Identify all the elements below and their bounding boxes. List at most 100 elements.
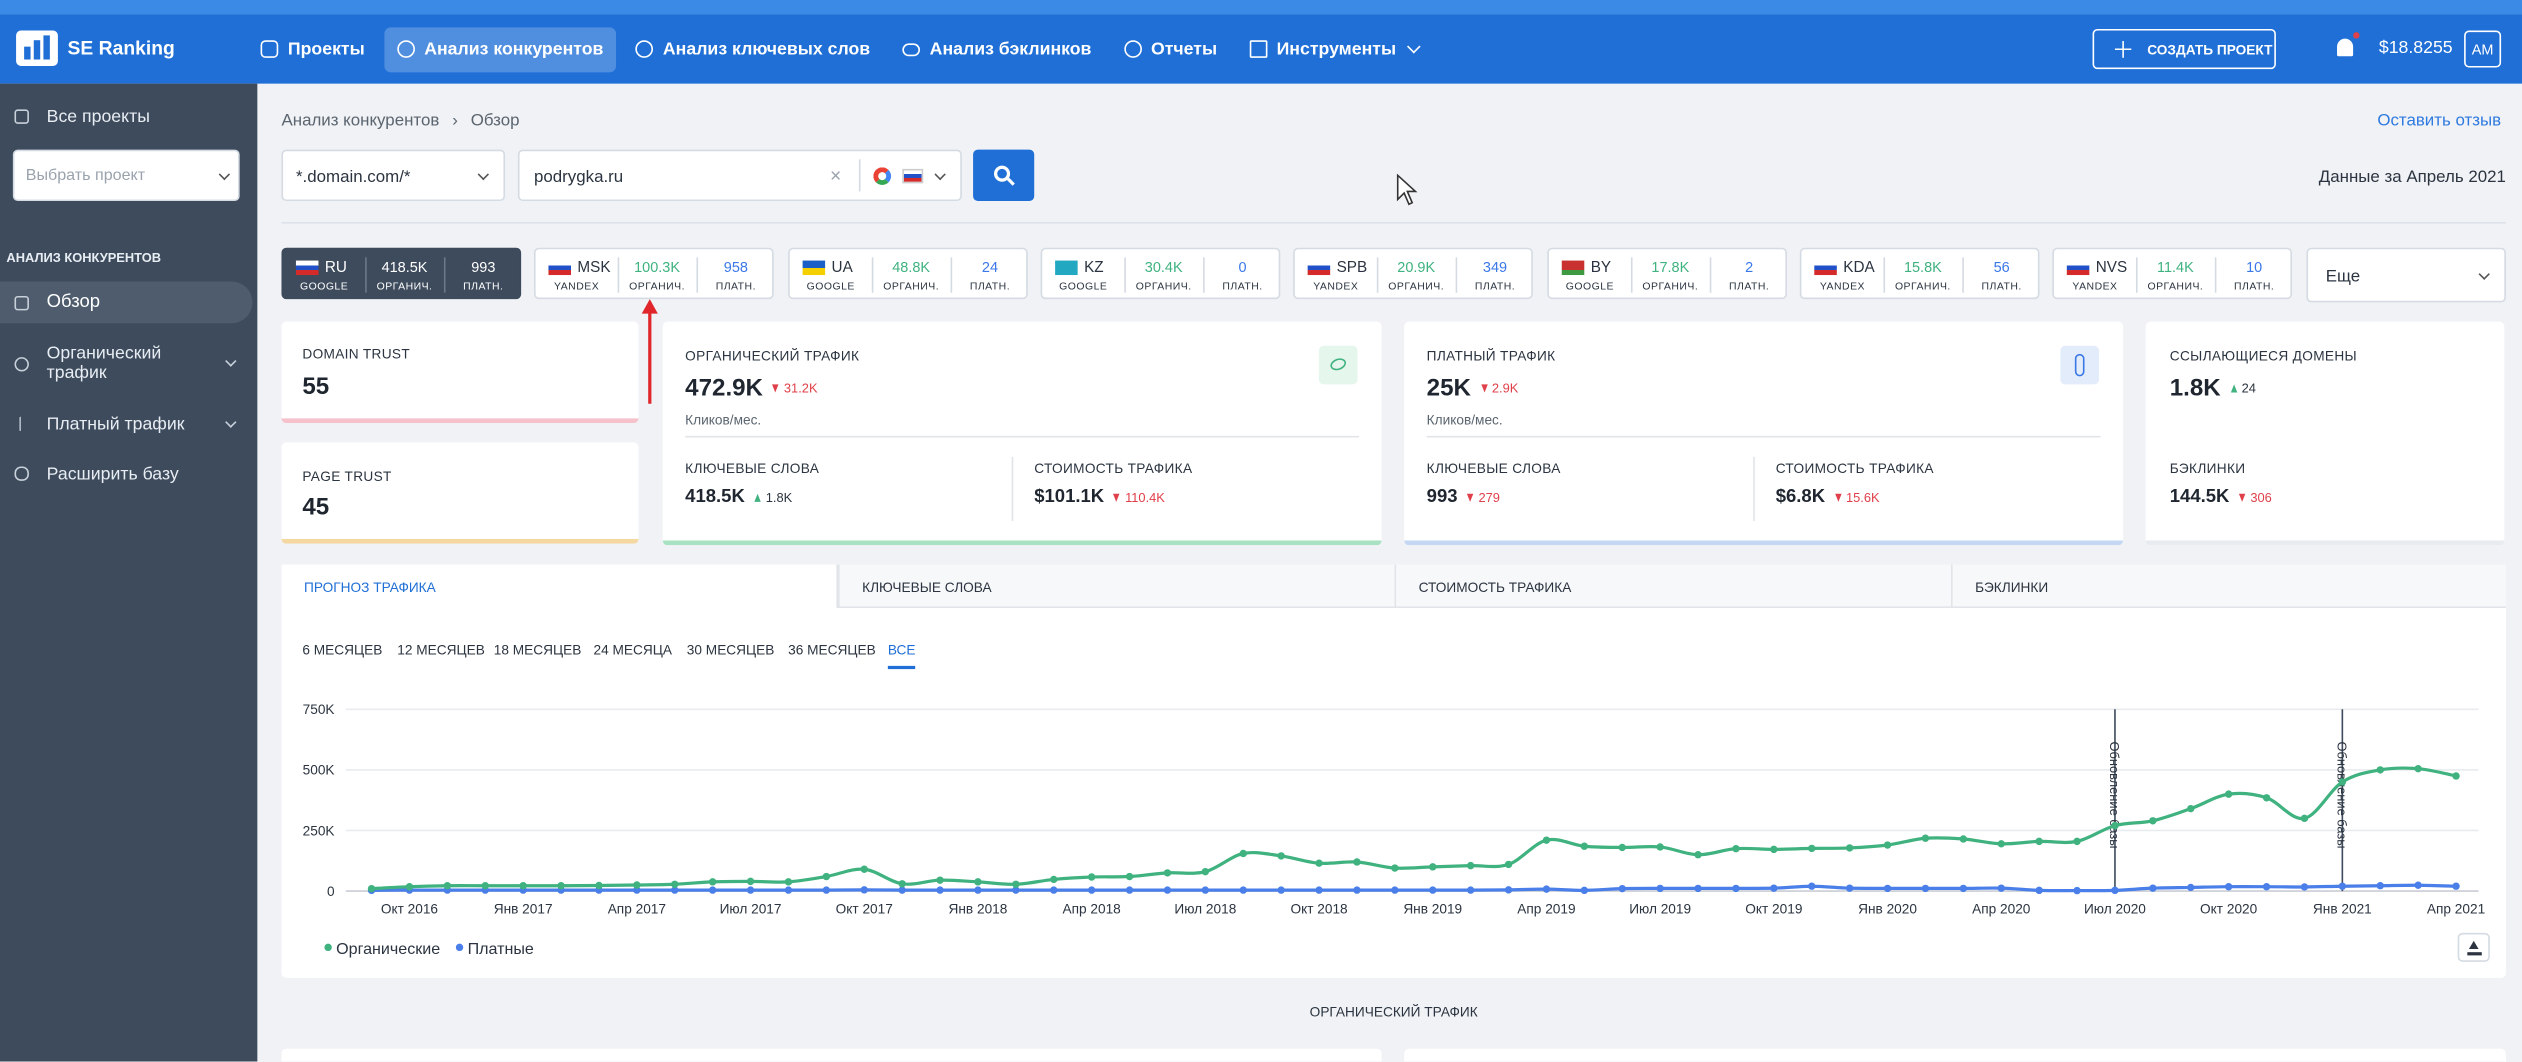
- domain-input[interactable]: podrygka.ru ×: [517, 149, 962, 202]
- crumb[interactable]: Анализ конкурентов: [281, 110, 440, 131]
- notification-dot: [2353, 32, 2360, 39]
- project-select[interactable]: Выбрать проект: [12, 149, 240, 202]
- y-tick-label: 250K: [303, 823, 335, 838]
- nav-label: Инструменты: [1276, 39, 1397, 59]
- divider: [2214, 257, 2217, 293]
- period[interactable]: 18 МЕСЯЦЕВ: [493, 641, 582, 658]
- data-point: [1883, 841, 1892, 849]
- data-point: [1542, 836, 1551, 844]
- region-tab[interactable]: UA GOOGLE 48.8K ОРГАНИЧ. 24 ПЛАТН.: [788, 247, 1028, 300]
- balance[interactable]: $18.8255: [2378, 38, 2453, 58]
- feedback-link[interactable]: Оставить отзыв: [2377, 110, 2502, 131]
- data-point: [898, 880, 906, 888]
- data-point: [1353, 858, 1361, 866]
- data-point: [1353, 886, 1361, 894]
- domain-mode-select[interactable]: *.domain.com/*: [281, 149, 506, 202]
- data-point: [1504, 886, 1513, 894]
- sidebar-item[interactable]: Платный трафик: [46, 414, 185, 435]
- nav-item[interactable]: Проекты: [248, 27, 378, 72]
- divider: [871, 257, 874, 293]
- chart-panel: [281, 564, 2506, 978]
- nav-item[interactable]: Инструменты: [1236, 27, 1431, 72]
- x-tick-label: Окт 2016: [381, 902, 438, 917]
- region-tab[interactable]: KZ GOOGLE 30.4K ОРГАНИЧ. 0 ПЛАТН.: [1040, 247, 1281, 300]
- nav-item[interactable]: Анализ ключевых слов: [623, 27, 883, 72]
- sidebar-item[interactable]: Расширить базу: [46, 464, 179, 485]
- data-point: [1808, 882, 1816, 890]
- cursor: [1396, 173, 1418, 206]
- paid-count: 2: [1745, 258, 1754, 276]
- card-label: БЭКЛИНКИ: [2169, 460, 2246, 477]
- tab[interactable]: ПРОГНОЗ ТРАФИКА: [281, 564, 838, 608]
- divider: [443, 257, 446, 293]
- data-point: [557, 882, 565, 890]
- data-point: [936, 876, 944, 884]
- data-point: [974, 878, 982, 886]
- period[interactable]: 30 МЕСЯЦЕВ: [686, 641, 775, 658]
- region-tab[interactable]: NVS YANDEX 11.4K ОРГАНИЧ. 10 ПЛАТН.: [2052, 247, 2292, 300]
- referring-domains-card: ССЫЛАЮЩИЕСЯ ДОМЕНЫ 1.8K 24 БЭКЛИНКИ 144.5…: [2145, 321, 2505, 546]
- nav-item[interactable]: Анализ бэклинков: [889, 27, 1104, 72]
- search-button[interactable]: [973, 149, 1035, 202]
- paid-count: 24: [981, 258, 999, 276]
- export-button[interactable]: [2457, 932, 2490, 962]
- data-point: [367, 884, 376, 893]
- sidebar-item[interactable]: Обзор: [46, 292, 101, 313]
- icon: [14, 109, 29, 124]
- region-tab[interactable]: RU GOOGLE 418.5K ОРГАНИЧ. 993 ПЛАТН.: [281, 247, 522, 300]
- x-tick-label: Апр 2018: [1063, 902, 1121, 917]
- icon: [14, 466, 29, 481]
- region-tab[interactable]: MSK YANDEX 100.3K ОРГАНИЧ. 958 ПЛАТН.: [533, 247, 774, 300]
- period[interactable]: 6 МЕСЯЦЕВ: [302, 641, 383, 658]
- organic-count: 17.8K: [1651, 258, 1690, 276]
- data-date: Данные за Апрель 2021: [2318, 167, 2506, 187]
- legend-marker: [324, 943, 332, 952]
- card-label: PAGE TRUST: [302, 468, 392, 485]
- card-label: ОРГАНИЧЕСКИЙ ТРАФИК: [685, 347, 860, 364]
- browser-strip: [0, 0, 2522, 15]
- tab[interactable]: БЭКЛИНКИ: [1951, 564, 2506, 608]
- region-code: KZ: [1084, 258, 1104, 277]
- data-point: [974, 886, 982, 894]
- tab[interactable]: КЛЮЧЕВЫЕ СЛОВА: [837, 564, 1395, 608]
- organic-label: ОРГАНИЧ.: [1388, 281, 1445, 293]
- create-project-button[interactable]: ＋ СОЗДАТЬ ПРОЕКТ: [2092, 28, 2276, 70]
- region-tab[interactable]: SPB YANDEX 20.9K ОРГАНИЧ. 349 ПЛАТН.: [1293, 247, 1533, 300]
- sidebar-link[interactable]: Все проекты: [46, 107, 150, 128]
- x-tick-label: Окт 2019: [1745, 902, 1802, 917]
- card-value: 1.8K: [2169, 374, 2221, 403]
- card-value: 144.5K: [2169, 487, 2230, 507]
- notifications[interactable]: [2337, 38, 2354, 57]
- region-tab[interactable]: BY GOOGLE 17.8K ОРГАНИЧ. 2 ПЛАТН.: [1547, 247, 1787, 300]
- organic-label: ОРГАНИЧ.: [376, 281, 433, 293]
- region-tab[interactable]: KDA YANDEX 15.8K ОРГАНИЧ. 56 ПЛАТН.: [1799, 247, 2040, 300]
- organic-count: 15.8K: [1903, 258, 1942, 276]
- data-point: [2035, 837, 2043, 846]
- search-engine: YANDEX: [2072, 281, 2118, 293]
- card-label: КЛЮЧЕВЫЕ СЛОВА: [1426, 460, 1561, 477]
- avatar[interactable]: AM: [2464, 30, 2502, 68]
- period[interactable]: 24 МЕСЯЦА: [593, 641, 673, 658]
- data-point: [1163, 869, 1172, 877]
- data-point: [860, 886, 868, 894]
- data-point: [2187, 883, 2195, 892]
- data-point: [1163, 886, 1172, 894]
- card-value: 25K: [1426, 374, 1471, 403]
- nav-label: Анализ ключевых слов: [662, 39, 871, 59]
- sidebar-item[interactable]: Органический трафик: [46, 344, 162, 383]
- card-change: 31.2K: [783, 381, 818, 396]
- period[interactable]: ВСЕ: [887, 642, 916, 670]
- period[interactable]: 36 МЕСЯЦЕВ: [788, 641, 876, 658]
- data-point: [1201, 886, 1210, 894]
- nav-item[interactable]: Отчеты: [1111, 27, 1230, 72]
- paid-traffic-card: ПЛАТНЫЙ ТРАФИК 25K 2.9K Кликов/мес. КЛЮЧЕ…: [1404, 321, 2124, 546]
- tab[interactable]: СТОИМОСТЬ ТРАФИКА: [1394, 564, 1952, 608]
- data-point: [1656, 884, 1664, 893]
- nav-item[interactable]: Анализ конкурентов: [384, 26, 617, 72]
- card-value: $101.1K: [1034, 487, 1105, 507]
- brand[interactable]: SE Ranking: [67, 36, 175, 60]
- period[interactable]: 12 МЕСЯЦЕВ: [397, 641, 485, 658]
- more-select[interactable]: Еще: [2306, 247, 2506, 303]
- flag: [548, 260, 571, 276]
- card-change: 306: [2250, 489, 2272, 505]
